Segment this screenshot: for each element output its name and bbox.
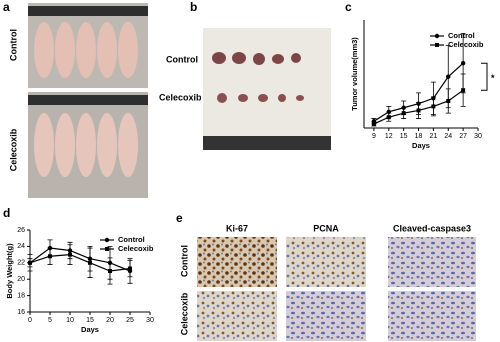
row-label: Control [8,29,18,61]
row-label: Celecoxib [159,92,202,102]
panel-label: d [3,206,10,220]
marker [371,121,376,126]
tumor-photo [203,28,331,150]
legend-marker [105,247,109,251]
legend-label: Celecoxib [118,244,154,253]
marker [48,254,52,259]
marker [28,260,32,265]
y-tick-label: 22 [17,260,25,267]
x-tick-label: 15 [400,133,408,140]
x-tick-label: 25 [126,317,134,324]
x-tick-label: 24 [444,133,452,140]
ihc-images [197,237,476,341]
x-tick-label: 20 [106,317,114,324]
x-tick-label: 0 [28,317,32,324]
panel-label: c [345,0,352,14]
legend-marker [104,237,110,243]
marker [431,104,436,109]
x-tick-label: 5 [48,317,52,324]
marker [88,260,92,265]
x-tick-label: 21 [429,133,437,140]
series-line [29,253,131,272]
x-tick-label: 9 [372,133,376,140]
x-tick-label: 15 [86,317,94,324]
panel-label: a [3,0,10,14]
x-tick-label: 10 [66,317,74,324]
x-tick-label: 30 [146,317,154,324]
marker [416,108,421,113]
y-axis-label: Body Weight(g) [5,243,14,299]
marker [108,269,112,273]
marker [461,88,466,93]
marker [386,115,391,120]
y-tick-label: 16 [17,309,25,316]
row-label: Celecoxib [179,292,189,335]
x-axis-label: Days [412,141,430,150]
marker [128,266,132,271]
column-label: Ki-67 [226,223,248,233]
column-label: Cleaved-caspase3 [393,223,471,233]
significance: * [491,73,495,83]
marker [460,61,466,66]
panel-label: e [176,211,183,225]
x-tick-label: 18 [415,133,423,140]
mouse-photo [28,3,148,198]
row-label: Control [179,245,189,277]
row-label: Control [166,54,198,64]
legend-label: Celecoxib [448,40,484,49]
marker [446,74,451,79]
panel-label: b [190,0,197,14]
y-tick-label: 24 [17,243,25,250]
x-tick-label: 12 [385,133,393,140]
y-tick-label: 20 [17,276,25,283]
x-tick-label: 27 [459,133,467,140]
y-tick-label: 18 [17,292,25,299]
column-label: PCNA [313,223,339,233]
marker [446,99,451,103]
legend-label: Control [118,235,145,244]
y-tick-label: 26 [17,227,25,234]
series-line [29,247,131,272]
x-axis-label: Days [81,325,99,334]
significance-bracket [481,62,488,91]
y-axis-label: Tumor volume(mm3) [350,37,359,111]
legend-label: Control [448,31,475,40]
x-tick-label: 30 [474,133,482,140]
row-label: Celecoxib [8,128,18,171]
legend-marker [434,33,440,39]
legend-marker [435,43,439,47]
marker [68,252,72,257]
marker [401,111,406,116]
